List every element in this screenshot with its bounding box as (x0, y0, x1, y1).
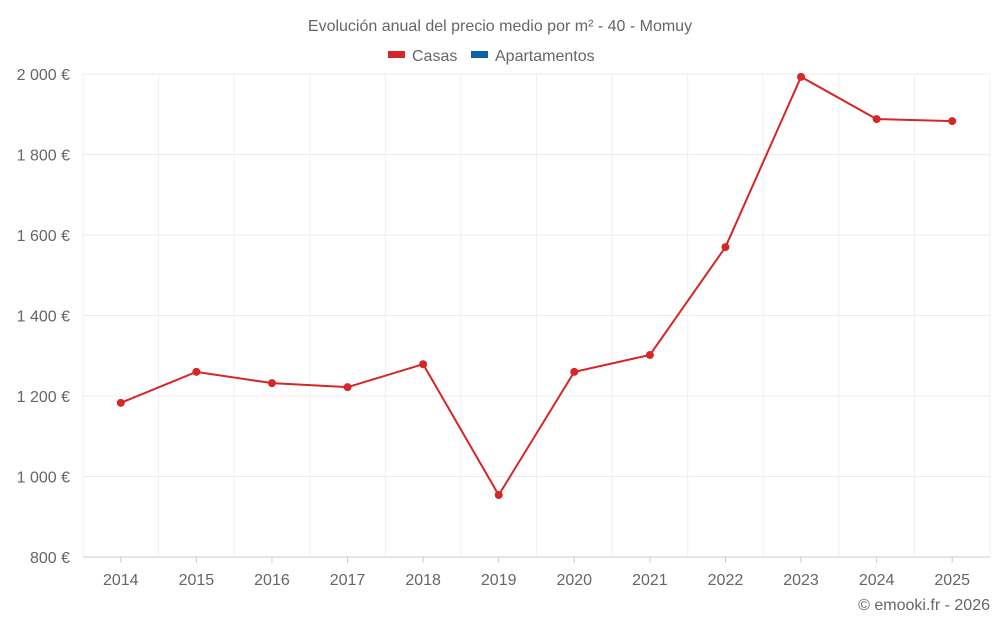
y-tick-label: 1 200 € (17, 389, 70, 406)
x-tick-label: 2021 (632, 572, 668, 589)
data-point (116, 398, 125, 407)
legend-swatch-apartamentos (471, 51, 488, 58)
x-tick-label: 2016 (254, 572, 290, 589)
y-tick-label: 1 400 € (17, 309, 70, 326)
y-tick-label: 800 € (30, 550, 70, 567)
data-point (267, 379, 276, 388)
data-point (948, 117, 957, 126)
y-tick-label: 1 800 € (17, 148, 70, 165)
footer-credit: © emooki.fr - 2026 (858, 597, 990, 614)
data-point (192, 367, 201, 376)
y-tick-label: 1 600 € (17, 228, 70, 245)
series-line-casas (120, 75, 953, 497)
x-tick-label: 2014 (103, 572, 139, 589)
data-point (721, 243, 730, 252)
y-tick-label: 2 000 € (17, 67, 70, 84)
data-point (494, 491, 503, 500)
legend-label-apartamentos: Apartamentos (495, 48, 595, 65)
chart-title: Evolución anual del precio medio por m² … (308, 18, 692, 35)
data-point (872, 115, 881, 124)
x-tick-label: 2015 (179, 572, 215, 589)
data-point (343, 383, 352, 392)
x-tick-label: 2025 (934, 572, 970, 589)
x-tick-label: 2019 (481, 572, 517, 589)
x-tick-label: 2023 (783, 572, 819, 589)
axes: 800 € 1 000 € 1 200 € 1 400 € 1 600 € 1 800 €… (17, 67, 970, 589)
data-point (570, 367, 579, 376)
data-point (419, 360, 428, 369)
x-tick-label: 2018 (405, 572, 441, 589)
data-point (645, 350, 654, 359)
x-tick-label: 2024 (859, 572, 895, 589)
y-tick-label: 1 000 € (17, 470, 70, 487)
legend-label-casas: Casas (412, 48, 457, 65)
grid (82, 73, 991, 558)
series (116, 72, 957, 500)
x-tick-label: 2020 (556, 572, 592, 589)
legend-swatch-casas (388, 51, 405, 58)
data-point (797, 72, 806, 81)
x-tick-label: 2022 (708, 572, 744, 589)
x-tick-label: 2017 (330, 572, 366, 589)
legend: Casas Apartamentos (388, 48, 595, 65)
